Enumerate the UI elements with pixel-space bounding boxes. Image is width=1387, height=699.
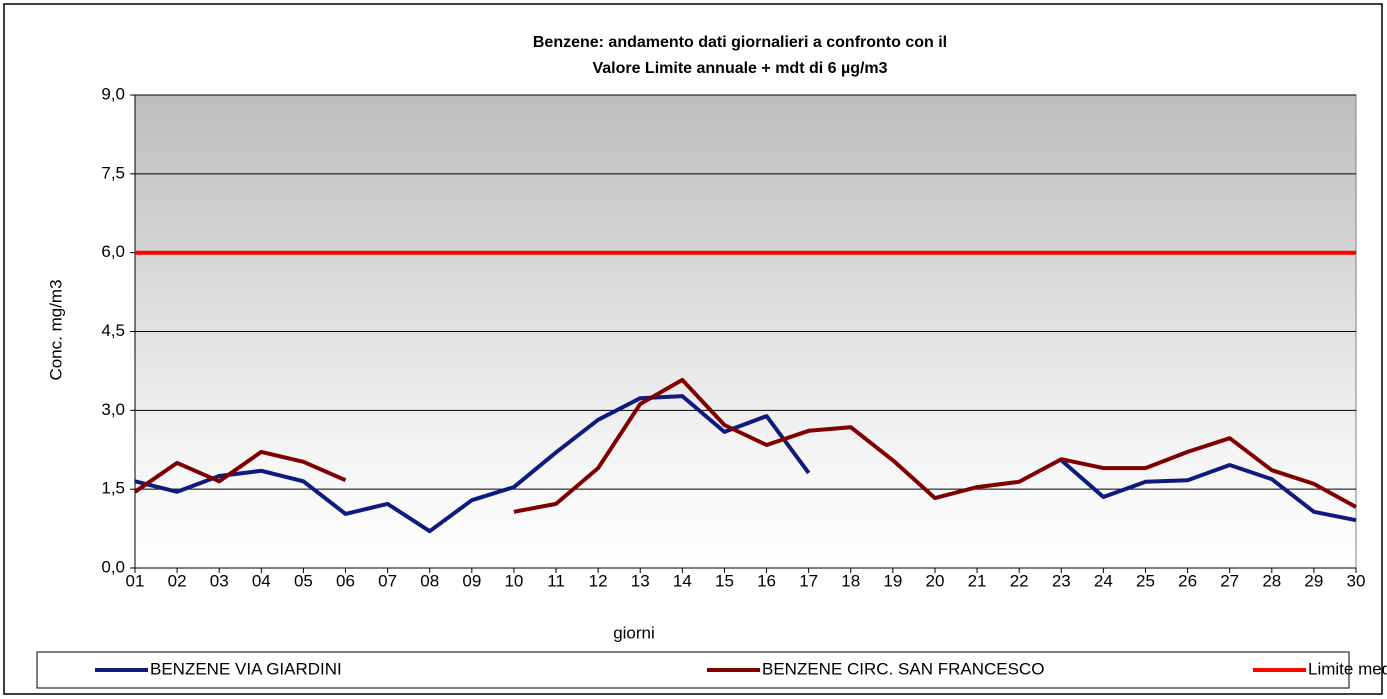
x-tick-label: 05 — [294, 571, 313, 590]
x-tick-label: 28 — [1262, 571, 1281, 590]
y-tick-label: 6,0 — [101, 242, 125, 261]
x-tick-label: 02 — [168, 571, 187, 590]
x-tick-label: 08 — [420, 571, 439, 590]
legend-label: BENZENE VIA GIARDINI — [150, 659, 342, 678]
x-tick-label: 27 — [1220, 571, 1239, 590]
y-tick-label: 1,5 — [101, 479, 125, 498]
x-tick-label: 25 — [1136, 571, 1155, 590]
series-line — [133, 377, 1357, 514]
x-tick-label: 23 — [1052, 571, 1071, 590]
x-tick-label: 29 — [1304, 571, 1323, 590]
series-line — [134, 394, 1357, 534]
x-tick-label: 09 — [462, 571, 481, 590]
x-tick-label: 22 — [1010, 571, 1029, 590]
x-tick-label: 17 — [799, 571, 818, 590]
x-tick-label: 19 — [883, 571, 902, 590]
chart-title: Benzene: andamento dati giornalieri a co… — [533, 34, 947, 51]
x-tick-label: 18 — [841, 571, 860, 590]
y-tick-label: 7,5 — [101, 163, 125, 182]
x-tick-label: 13 — [631, 571, 650, 590]
x-tick-label: 06 — [336, 571, 355, 590]
x-tick-label: 26 — [1178, 571, 1197, 590]
legend-label: BENZENE CIRC. SAN FRANCESCO — [762, 659, 1044, 678]
y-axis-label: Conc. mg/m3 — [46, 279, 65, 380]
chart-title: Valore Limite annuale + mdt di 6 µg/m3 — [592, 60, 887, 77]
x-tick-label: 04 — [252, 571, 271, 590]
y-tick-label: 3,0 — [101, 400, 125, 419]
legend — [36, 651, 1350, 689]
x-tick-label: 10 — [504, 571, 523, 590]
x-tick-label: 16 — [757, 571, 776, 590]
x-tick-label: 03 — [210, 571, 229, 590]
x-tick-label: 11 — [547, 571, 565, 590]
y-tick-label: 9,0 — [101, 84, 125, 103]
legend-label: Limite media annuale — [1308, 659, 1387, 678]
y-tick-label: 0,0 — [101, 557, 125, 576]
x-tick-label: 20 — [926, 571, 945, 590]
x-tick-label: 24 — [1094, 571, 1113, 590]
x-tick-label: 14 — [673, 571, 692, 590]
x-tick-label: 21 — [968, 571, 987, 590]
x-tick-label: 12 — [589, 571, 608, 590]
x-tick-label: 07 — [378, 571, 397, 590]
x-tick-label: 15 — [715, 571, 734, 590]
x-tick-label: 30 — [1347, 571, 1366, 590]
x-axis-label: giorni — [613, 623, 655, 642]
x-tick-label: 01 — [126, 571, 145, 590]
y-tick-label: 4,5 — [101, 321, 125, 340]
